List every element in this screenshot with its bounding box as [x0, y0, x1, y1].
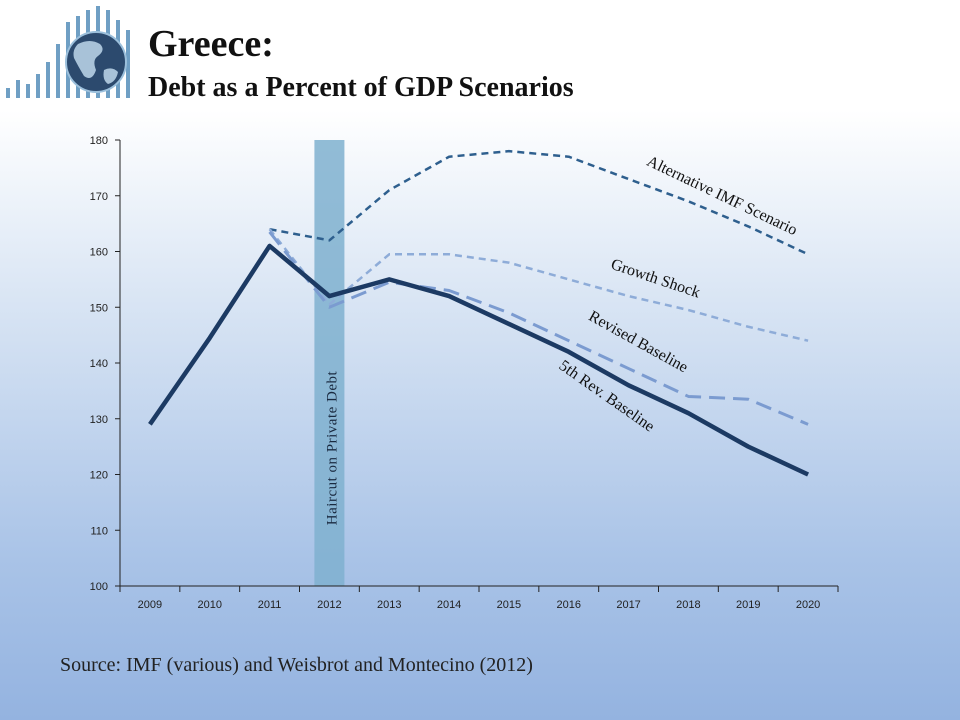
- x-tick-label: 2013: [377, 599, 401, 611]
- x-tick-label: 2010: [198, 599, 222, 611]
- y-tick-label: 130: [90, 414, 108, 426]
- y-tick-label: 170: [90, 191, 108, 203]
- debt-gdp-line-chart: Haircut on Private Debt 100 110 120 130 140 15…: [90, 135, 839, 611]
- y-tick-label: 160: [90, 247, 108, 259]
- x-tick-label: 2020: [796, 599, 820, 611]
- source-note: Source: IMF (various) and Weisbrot and M…: [60, 654, 533, 676]
- y-tick-label: 180: [90, 135, 108, 147]
- x-tick-label: 2017: [616, 599, 640, 611]
- y-tick-label: 110: [90, 525, 108, 537]
- y-tick-label: 140: [90, 358, 108, 370]
- x-tick-label: 2011: [258, 599, 282, 611]
- x-tick-label: 2016: [557, 599, 581, 611]
- x-tick-label: 2009: [138, 599, 162, 611]
- haircut-region-label: Haircut on Private Debt: [324, 370, 340, 525]
- y-tick-label: 120: [90, 470, 108, 482]
- logo-globe-bars-icon: [6, 6, 130, 98]
- y-tick-label: 100: [90, 581, 108, 593]
- series-line-growth-shock: [268, 228, 809, 342]
- slide-title: Greece:: [148, 23, 274, 65]
- x-tick-label: 2014: [437, 599, 461, 611]
- x-tick-label: 2018: [676, 599, 700, 611]
- series-label-5th-rev-baseline: 5th Rev. Baseline: [556, 357, 658, 435]
- logo-globe: [65, 31, 127, 93]
- series-line-alternative-imf-scenario: [269, 149, 809, 256]
- series-line-5th-rev-baseline: [148, 243, 810, 477]
- x-tick-label: 2012: [317, 599, 341, 611]
- x-tick-label: 2015: [497, 599, 521, 611]
- haircut-region: [314, 140, 345, 586]
- y-tick-label: 150: [90, 302, 108, 314]
- series-line-revised-baseline: [268, 231, 809, 426]
- slide-subtitle: Debt as a Percent of GDP Scenarios: [148, 72, 574, 103]
- series-label-revised-baseline: Revised Baseline: [586, 308, 691, 377]
- series-label-alternative-imf-scenario: Alternative IMF Scenario: [644, 153, 800, 239]
- x-tick-label: 2019: [736, 599, 760, 611]
